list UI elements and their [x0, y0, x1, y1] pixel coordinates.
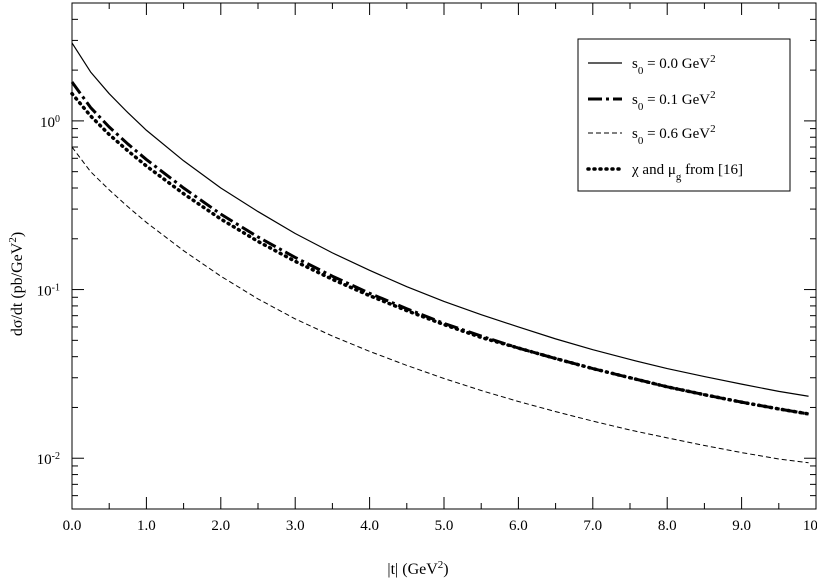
series-line-1: [71, 42, 809, 397]
y-tick-label: 10-1: [37, 282, 60, 300]
x-axis-ticks: 0.0 1.0 2.0 3.0 4.0 5.0 6.0 7.0 8.0 9.0 10.0: [63, 3, 817, 534]
x-tick-label: 8.0: [658, 518, 677, 534]
x-tick-label: 1.0: [137, 518, 156, 534]
x-tick-label: 0.0: [63, 518, 82, 534]
legend-box: [577, 38, 791, 192]
legend-entry-3: s0 = 0.6 GeV2: [632, 123, 716, 147]
x-tick-label: 3.0: [286, 518, 305, 534]
y-axis-ticks: 100 10-1 10-2: [37, 18, 816, 497]
x-tick-label: 4.0: [360, 518, 379, 534]
series-line-4: [70, 91, 811, 416]
x-tick-label: 5.0: [435, 518, 454, 534]
series-line-2: [70, 81, 809, 416]
legend: s0 = 0.0 GeV2 s0 = 0.1 GeV2 s0 = 0.6 GeV2 χ…: [577, 38, 791, 192]
y-tick-label: 10-2: [37, 451, 60, 469]
x-tick-label: 7.0: [583, 518, 602, 534]
legend-entry-1: s0 = 0.0 GeV2: [632, 53, 716, 77]
legend-entry-2: s0 = 0.1 GeV2: [632, 89, 716, 113]
x-tick-label: 2.0: [211, 518, 230, 534]
legend-entry-4: χ and μg from [16]: [631, 162, 743, 183]
y-axis-label: dσ/dt (pb/GeV2): [7, 232, 26, 336]
x-tick-label: 10.0: [803, 518, 817, 534]
x-tick-label: 6.0: [509, 518, 528, 534]
x-tick-label: 9.0: [732, 518, 751, 534]
series-line-3: [71, 146, 809, 464]
series-layer: [70, 42, 811, 464]
x-axis-label: |t| (GeV2): [387, 559, 448, 578]
y-tick-label: 100: [40, 113, 60, 131]
